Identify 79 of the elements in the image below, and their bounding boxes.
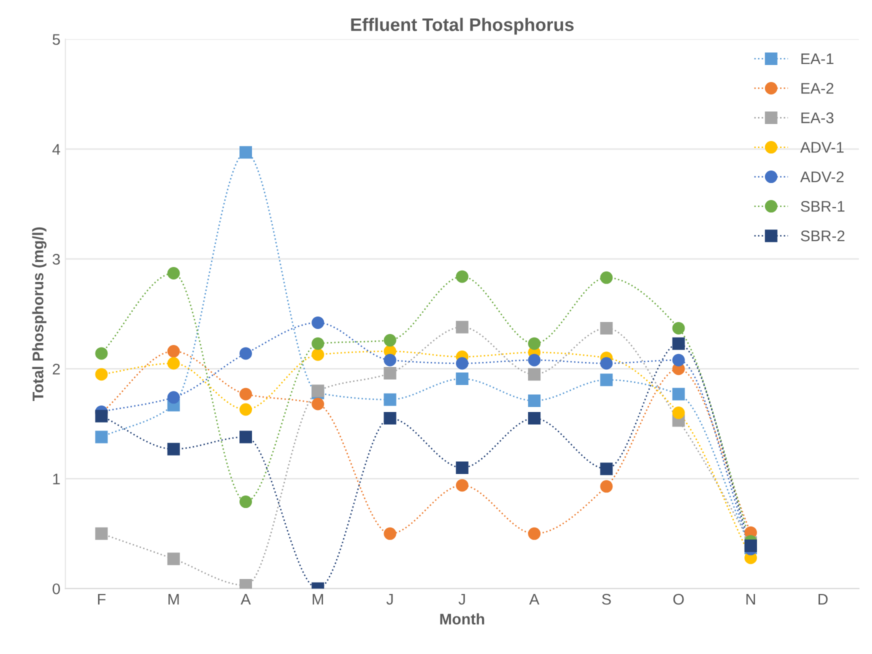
point bbox=[600, 480, 613, 493]
point bbox=[239, 579, 252, 589]
point bbox=[95, 347, 108, 360]
point bbox=[600, 322, 613, 334]
point bbox=[600, 374, 613, 386]
x-axis-title: Month bbox=[440, 613, 484, 624]
point bbox=[239, 146, 252, 159]
point bbox=[239, 496, 252, 508]
y-tick-label: 4 bbox=[52, 144, 60, 155]
point bbox=[600, 357, 613, 370]
legend-label: EA-3 bbox=[801, 112, 834, 124]
x-tick-label: F bbox=[98, 594, 106, 605]
point bbox=[456, 357, 468, 370]
point bbox=[600, 271, 613, 284]
x-tick-label: A bbox=[529, 594, 540, 605]
point bbox=[384, 527, 396, 540]
y-tick-label: 5 bbox=[52, 34, 60, 45]
x-tick-label: M bbox=[168, 594, 179, 605]
x-tick-label: J bbox=[458, 594, 465, 605]
x-tick-label: J bbox=[386, 594, 393, 605]
point bbox=[312, 398, 324, 410]
point bbox=[95, 368, 108, 381]
x-tick-label: O bbox=[673, 594, 684, 605]
point bbox=[384, 412, 396, 425]
point bbox=[600, 462, 613, 476]
point bbox=[384, 393, 396, 406]
point bbox=[672, 337, 685, 350]
point bbox=[528, 394, 541, 407]
point bbox=[456, 461, 468, 474]
legend-label: ADV-1 bbox=[800, 142, 844, 153]
y-tick-label: 3 bbox=[52, 254, 60, 265]
point bbox=[528, 412, 541, 425]
x-tick-label: D bbox=[818, 594, 828, 605]
point bbox=[95, 410, 108, 422]
point bbox=[456, 320, 468, 334]
point bbox=[528, 527, 541, 540]
y-tick-label: 2 bbox=[52, 364, 60, 374]
point bbox=[167, 345, 180, 358]
point bbox=[239, 388, 252, 400]
point bbox=[167, 391, 180, 404]
point bbox=[312, 316, 324, 329]
x-tick-label: M bbox=[312, 594, 323, 605]
point bbox=[167, 357, 180, 370]
point bbox=[528, 354, 541, 366]
point bbox=[167, 552, 180, 566]
point bbox=[167, 442, 180, 456]
y-tick-label: 1 bbox=[53, 474, 60, 484]
point bbox=[672, 388, 685, 400]
y-axis-title: Total Phosphorus (mg/l) bbox=[32, 227, 46, 402]
point bbox=[672, 354, 685, 366]
point bbox=[95, 527, 108, 540]
point bbox=[672, 322, 685, 334]
point bbox=[312, 337, 324, 350]
legend-label: ADV-2 bbox=[800, 171, 844, 182]
point bbox=[456, 270, 468, 283]
y-tick-label: 0 bbox=[52, 583, 60, 594]
x-tick-label: A bbox=[240, 594, 251, 605]
legend-label: SBR-2 bbox=[800, 230, 844, 242]
point bbox=[456, 479, 468, 492]
point bbox=[312, 348, 324, 361]
point bbox=[239, 430, 252, 444]
point bbox=[95, 430, 108, 444]
legend-label: EA-2 bbox=[801, 82, 834, 94]
point bbox=[744, 540, 757, 552]
legend-label: SBR-1 bbox=[800, 200, 844, 212]
point bbox=[167, 267, 180, 280]
point bbox=[384, 354, 396, 366]
point bbox=[239, 403, 252, 416]
point bbox=[384, 367, 396, 380]
point bbox=[672, 406, 685, 420]
x-tick-label: S bbox=[602, 594, 611, 605]
x-tick-label: N bbox=[746, 594, 755, 605]
point bbox=[384, 334, 396, 347]
chart-title: Effluent Total Phosphorus bbox=[351, 18, 574, 35]
point bbox=[239, 347, 252, 360]
point bbox=[456, 372, 468, 385]
point bbox=[528, 368, 541, 381]
point bbox=[528, 337, 541, 350]
legend-label: EA-1 bbox=[801, 54, 834, 64]
